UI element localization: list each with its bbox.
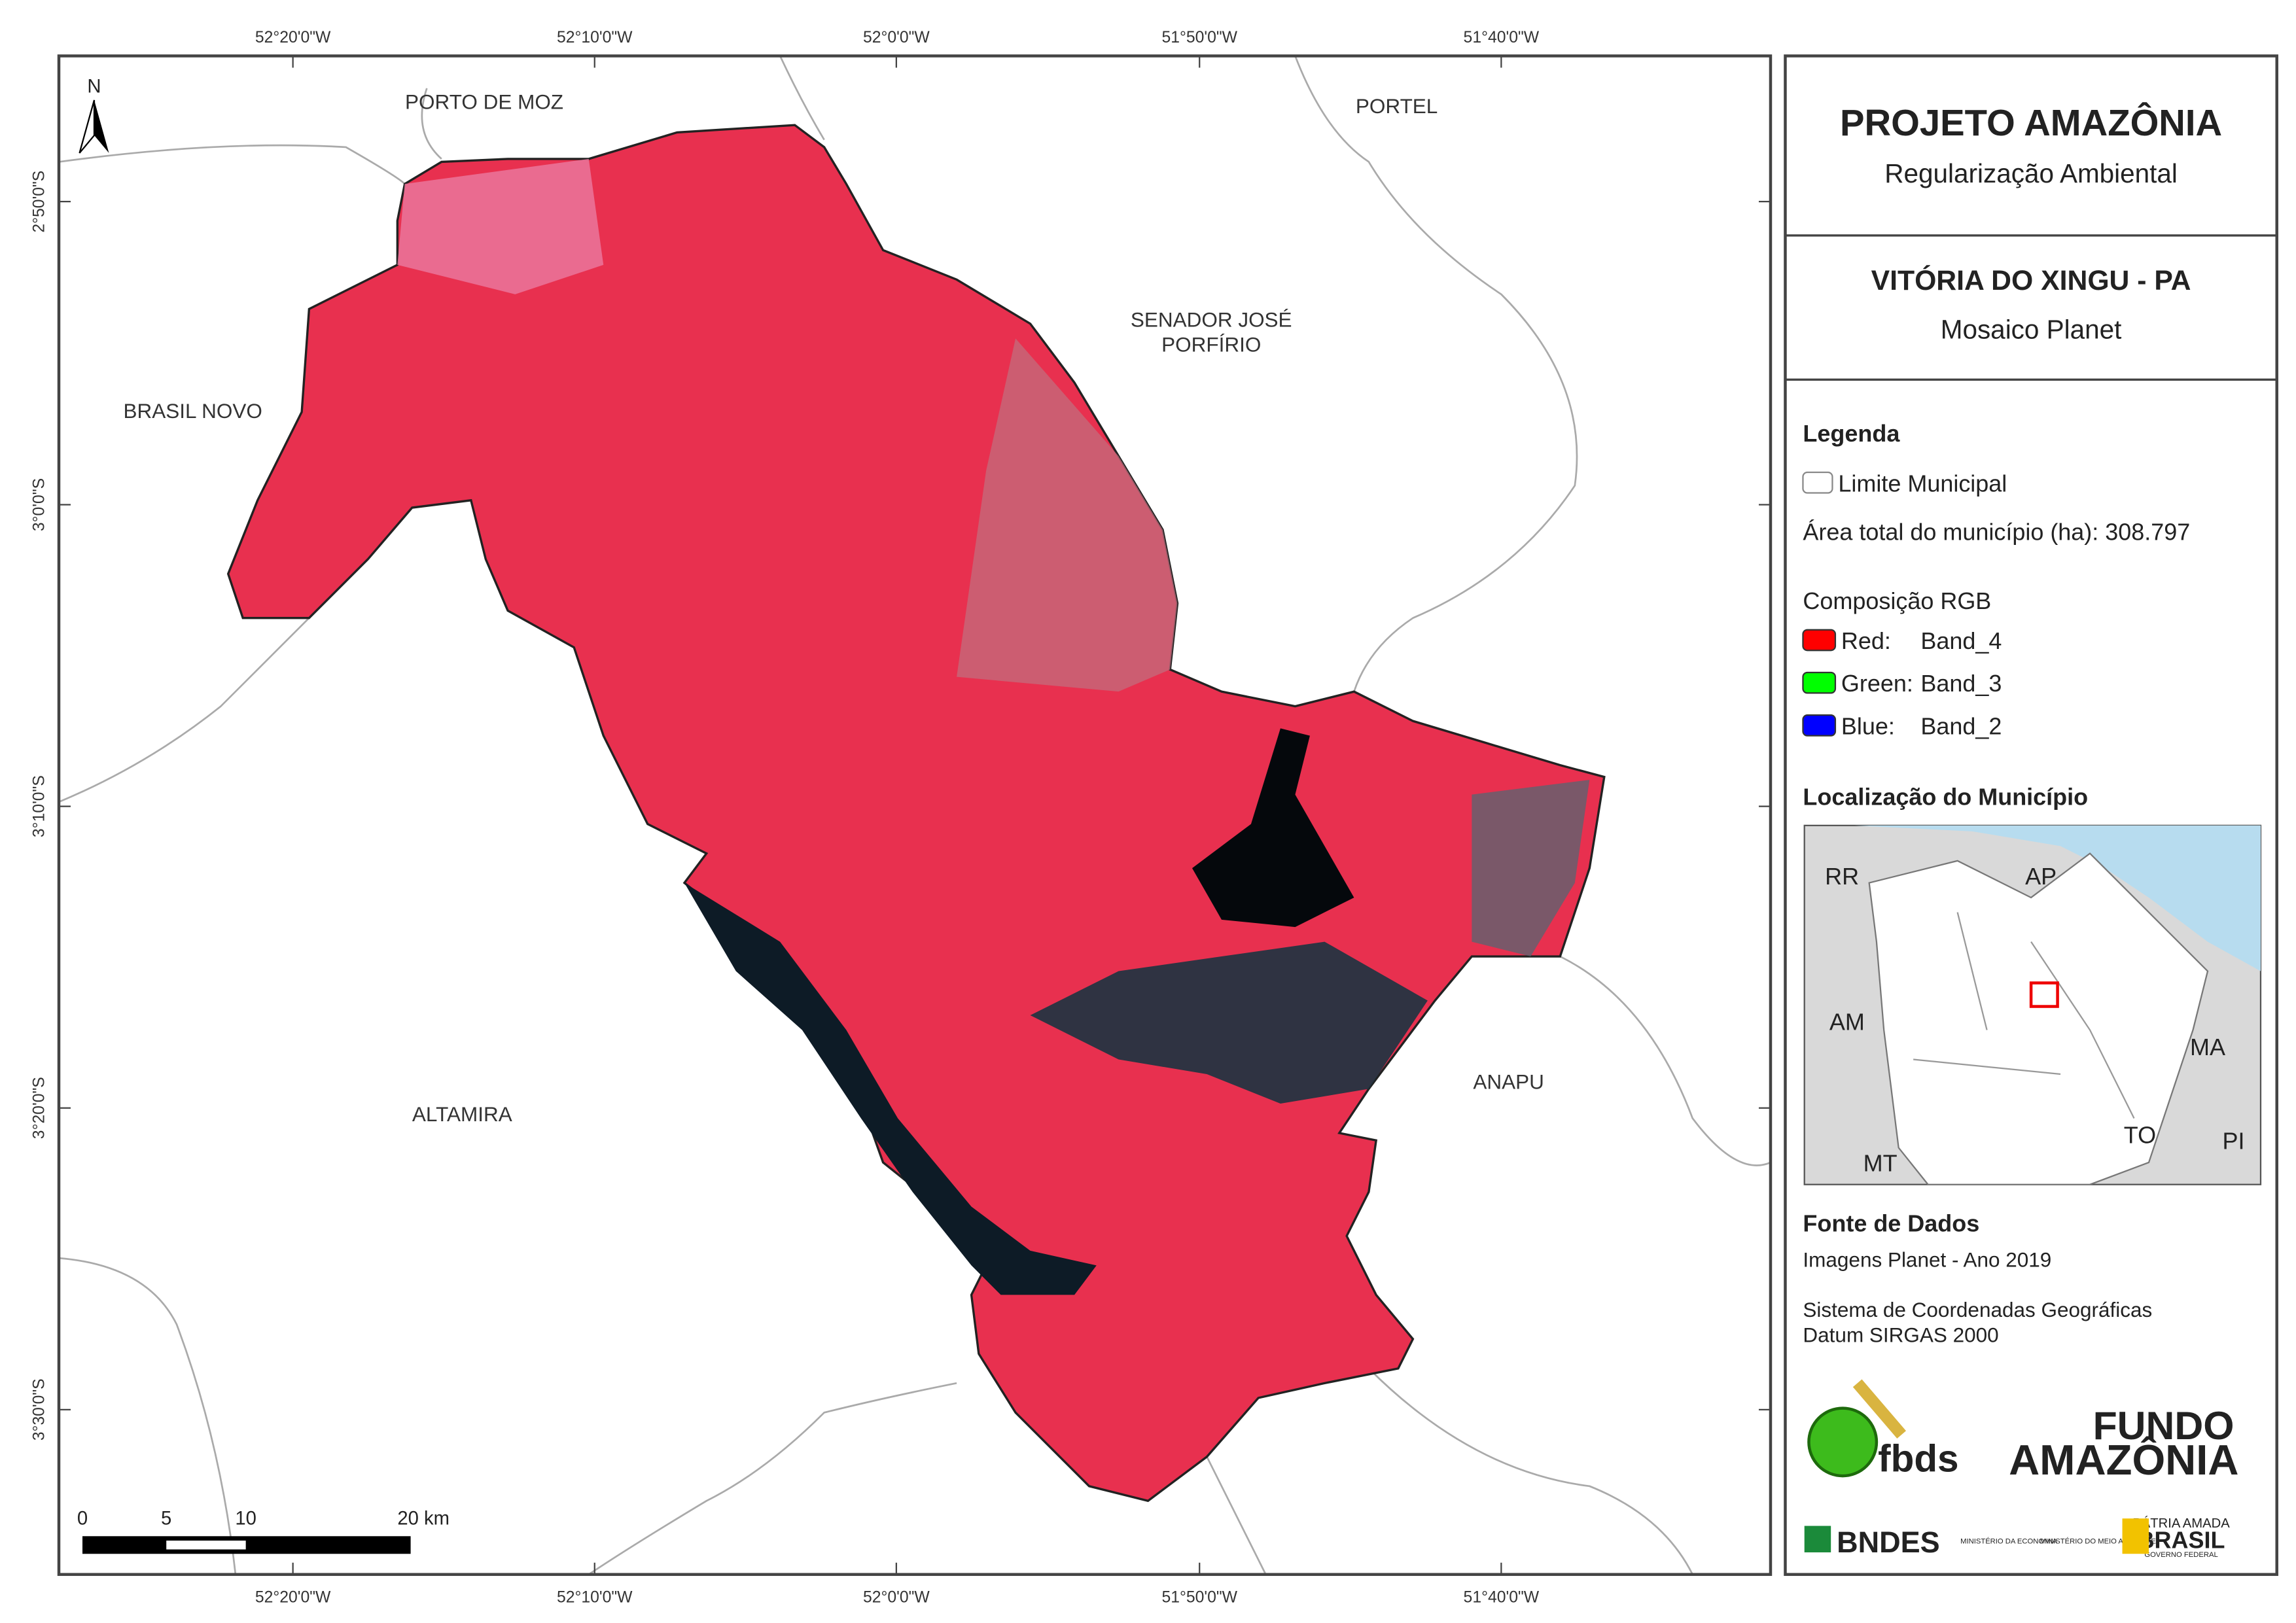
legend-swatch [1802,471,1833,494]
longitude-label: 52°10'0"W [557,29,633,46]
place-label: ALTAMIRA [412,1102,512,1126]
legend-label: Red: [1841,627,1891,654]
logo-text: BNDES [1837,1526,1939,1559]
map-area: 52°20'0"W 52°10'0"W 52°0'0"W 51°50'0"W 5… [31,29,1773,1607]
legend-area: Área total do município (ha): 308.797 [1803,519,2190,546]
legend-label: Band_3 [1920,670,2002,697]
longitude-label: 51°40'0"W [1464,1589,1540,1607]
scale-label: 10 [235,1508,256,1529]
inset-map: RR AP AM MA TO MT PI [1803,824,2262,1185]
legend-label: Band_2 [1920,712,2002,739]
source-line: Datum SIRGAS 2000 [1803,1323,1998,1346]
logo-text: fbds [1878,1437,1958,1480]
rgb-swatch [1802,714,1837,737]
cloud-patch [397,158,604,294]
latitude-label: 3°10'0"S [31,775,48,837]
municipality-image [226,124,1606,1503]
scale-label: 5 [161,1508,171,1529]
logo-text: GOVERNO FEDERAL [2144,1551,2217,1559]
place-label: PORTEL [1356,94,1438,118]
inset-label: MT [1863,1149,1898,1176]
inset-label: PI [2223,1128,2245,1155]
graticule-ticks [59,56,1771,1575]
longitude-label: 52°20'0"W [255,29,331,46]
latitude-label: 3°0'0"S [31,478,48,531]
longitude-label: 52°10'0"W [557,1589,633,1607]
longitude-label: 51°50'0"W [1161,29,1237,46]
longitude-label: 52°0'0"W [863,1589,930,1607]
reservoir [1030,941,1428,1104]
legend-heading: Legenda [1803,420,1900,447]
place-label: SENADOR JOSÉ [1131,307,1292,331]
logo-text: PÁTRIA AMADA [2132,1516,2230,1531]
river [684,882,1097,1295]
scale-label: 20 km [397,1508,450,1529]
inset-label: RR [1825,863,1859,890]
place-label: PORFÍRIO [1161,333,1261,357]
legend-label: Band_4 [1920,627,2002,654]
latitude-label: 3°30'0"S [31,1378,48,1440]
panel-frame [1784,54,2278,1577]
map-subtitle: Mosaico Planet [1941,314,2122,344]
source-line: Sistema de Coordenadas Geográficas [1803,1298,2152,1321]
inset-label: AP [2025,863,2057,890]
rgb-swatch [1802,671,1837,694]
scale-bar: 0 5 10 20 km [77,1508,450,1554]
lake [1192,728,1354,928]
legend-label: Green: [1841,670,1913,697]
logos: fbds FUNDO AMAZÔNIA BNDES MINISTÉRIO DA … [1804,1379,2239,1559]
legend-heading: Composição RGB [1803,587,1991,614]
sources-heading: Fonte de Dados [1803,1210,1979,1237]
place-label: ANAPU [1473,1070,1544,1093]
rgb-swatch [1802,629,1837,652]
image-tile [957,338,1178,692]
longitude-label: 51°50'0"W [1161,1589,1237,1607]
logo-text: FUNDO [2093,1403,2234,1448]
legend-label: Limite Municipal [1838,470,2007,497]
location-heading: Localização do Município [1803,783,2088,810]
inset-label: TO [2124,1122,2156,1149]
logo-text: AMAZÔNIA [2009,1436,2238,1484]
source-line: Imagens Planet - Ano 2019 [1803,1248,2051,1272]
scale-label: 0 [77,1508,88,1529]
latitude-label: 2°50'0"S [31,171,48,233]
place-label: PORTO DE MOZ [405,90,563,113]
logo-text: MINISTÉRIO DA ECONOMIA [1960,1537,2057,1546]
north-label: N [87,77,101,97]
municipal-boundary [58,55,1771,1575]
logo-text: BRASIL [2138,1526,2225,1553]
map-title: VITÓRIA DO XINGU - PA [1871,264,2191,296]
north-arrow: N [79,77,109,154]
panel-title: PROJETO AMAZÔNIA [1840,102,2222,143]
map-frame [57,54,1773,1577]
longitude-label: 52°20'0"W [255,1589,331,1607]
side-panel: PROJETO AMAZÔNIA Regularização Ambiental… [1784,54,2278,1577]
longitude-label: 52°0'0"W [863,29,930,46]
longitude-label: 51°40'0"W [1464,29,1540,46]
place-label: BRASIL NOVO [124,399,262,423]
panel-subtitle: Regularização Ambiental [1884,158,2178,188]
legend-label: Blue: [1841,712,1895,739]
urban-area [1472,780,1590,957]
inset-label: AM [1829,1009,1865,1036]
latitude-label: 3°20'0"S [31,1077,48,1139]
inset-label: MA [2190,1034,2225,1060]
